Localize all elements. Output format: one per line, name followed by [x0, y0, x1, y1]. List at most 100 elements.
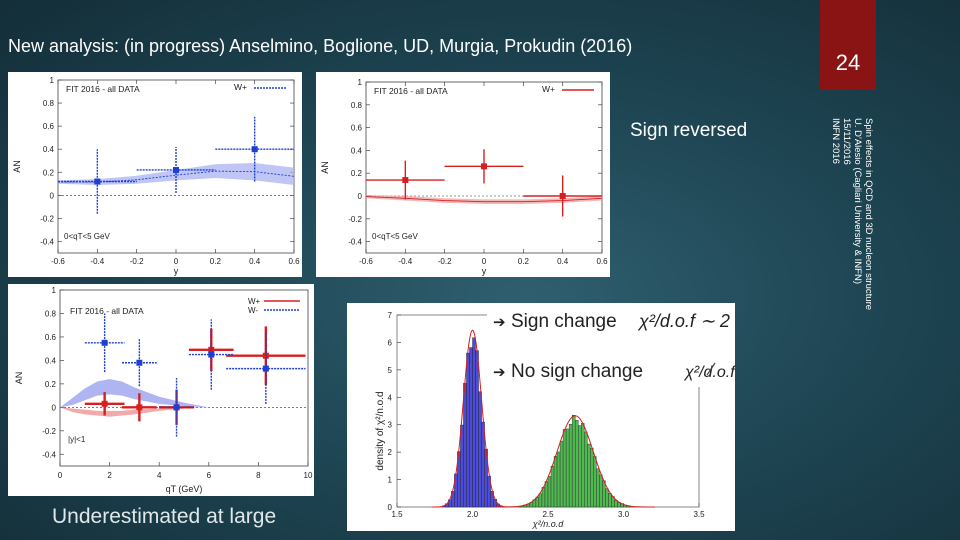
x-tick-label: -0.6	[359, 257, 373, 266]
y-tick-label: 5	[388, 366, 393, 375]
x-tick-label: 8	[256, 471, 261, 480]
y-tick-label: 4	[388, 393, 393, 402]
x-tick-label: 1.5	[391, 510, 403, 519]
y-tick-label: 0	[388, 503, 393, 512]
y-tick-label: 0.8	[43, 99, 55, 108]
gaussian-fit	[431, 329, 514, 508]
arrow-icon: ➔	[493, 364, 506, 381]
slide-title: New analysis: (in progress) Anselmino, B…	[8, 36, 633, 56]
y-tick-label: -0.2	[42, 427, 56, 436]
y-tick-label: -0.2	[348, 215, 362, 224]
x-tick-label: 6	[207, 471, 212, 480]
x-tick-label: 0.6	[596, 257, 608, 266]
y-tick-label: 1	[358, 78, 363, 87]
data-point	[159, 378, 194, 437]
side-note-line-3: 15/11/2016	[841, 118, 852, 165]
y-tick-label: 0.8	[45, 309, 57, 318]
slide-number-tab: 24	[820, 0, 876, 90]
legend-label: W+	[234, 82, 247, 92]
y-tick-label: 0	[52, 403, 57, 412]
x-tick-label: 3.0	[618, 510, 630, 519]
y-axis-label: AN	[320, 161, 330, 174]
plot-top-right: -0.4 -0.2 0 0.2 0.4 0.6 0.8 1 -0.6 -0.4 -0.2 0 0.2 0.…	[316, 72, 610, 277]
x-tick-label: 2	[107, 471, 112, 480]
y-tick-label: 0.2	[45, 380, 57, 389]
x-tick-label: 2.5	[542, 510, 554, 519]
y-tick-label: 0.6	[43, 122, 55, 131]
y-tick-label: 0.6	[351, 124, 363, 133]
plot-title: FIT 2016 - all DATA	[374, 86, 448, 96]
y-axis-label: AN	[14, 372, 24, 385]
data-point	[226, 333, 306, 404]
slide-number: 24	[835, 50, 861, 75]
y-tick-label: 1	[388, 476, 393, 485]
pointer-line	[706, 362, 716, 376]
y-tick-label: 2	[388, 448, 393, 457]
legend-label: W+	[248, 297, 261, 306]
x-axis-label: y	[482, 266, 487, 276]
plot-title: FIT 2016 - all DATA	[66, 84, 140, 94]
plot-title: FIT 2016 - all DATA	[70, 306, 144, 316]
y-tick-label: -0.4	[42, 450, 56, 459]
arrow-icon: ➔	[493, 314, 506, 331]
data-point	[58, 149, 137, 214]
data-point	[188, 319, 234, 390]
plot-bottom-right: 0 1 2 3 4 5 6 7 1.5 2.0 2.5 3.0 3.5 χ²/n.o.d density o…	[347, 303, 735, 531]
x-tick-label: -0.6	[51, 257, 65, 266]
x-tick-label: 0.4	[249, 257, 261, 266]
x-tick-label: 0.2	[210, 257, 222, 266]
cut-label: |y|<1	[68, 435, 86, 444]
data-point	[215, 116, 294, 182]
y-tick-label: 0	[50, 191, 55, 200]
x-tick-label: -0.4	[398, 257, 412, 266]
x-tick-label: 4	[157, 471, 162, 480]
data-point	[136, 146, 216, 194]
side-note: Spin effects in QCD and 3D nucleon struc…	[818, 118, 878, 348]
x-tick-label: 0.4	[557, 257, 569, 266]
legend-label: W-	[248, 306, 258, 315]
y-tick-label: 0.4	[45, 356, 57, 365]
y-tick-label: 0	[358, 192, 363, 201]
data-point	[122, 339, 157, 387]
annotation-formula: χ²/d.o.f ∼ 2	[637, 311, 730, 331]
side-note-line-1: Spin effects in QCD and 3D nucleon struc…	[863, 118, 874, 311]
y-tick-label: 3	[388, 421, 393, 430]
data-point	[444, 149, 524, 184]
x-tick-label: 0	[482, 257, 487, 266]
y-tick-label: -0.2	[40, 214, 54, 223]
data-point	[122, 393, 157, 422]
y-axis-label: AN	[12, 160, 22, 173]
y-axis-label: density of χ²/n.o.d	[375, 391, 386, 470]
error-band	[60, 379, 209, 408]
y-tick-label: -0.4	[40, 237, 54, 246]
data-point	[366, 160, 445, 200]
x-tick-label: 0.2	[518, 257, 530, 266]
x-tick-label: 2.0	[467, 510, 479, 519]
y-tick-label: 0.8	[351, 101, 363, 110]
plot-frame	[59, 289, 309, 467]
x-tick-label: -0.2	[130, 257, 144, 266]
error-band	[366, 194, 602, 204]
underestimated-label: Underestimated at large	[52, 505, 277, 528]
y-tick-label: 0.2	[351, 169, 363, 178]
y-tick-label: 0.4	[43, 145, 55, 154]
gaussian-fit	[493, 415, 655, 508]
x-tick-label: -0.2	[438, 257, 452, 266]
data-point	[84, 313, 125, 373]
plot-bottom-left: -0.4 -0.2 0 0.2 0.4 0.6 0.8 1 0 2 4 6 8 10 FIT 2016 - …	[8, 284, 314, 496]
x-axis-label: qT (GeV)	[166, 484, 203, 494]
error-band	[60, 407, 209, 417]
side-note-line-2: U. D'Alesio (Cagliari University & INFN)	[852, 118, 863, 284]
y-tick-label: 1	[50, 76, 55, 85]
cut-label: 0<qT<5 GeV	[64, 232, 110, 241]
annotation-label: No sign change	[511, 361, 643, 382]
y-tick-label: 0.6	[45, 333, 57, 342]
legend-label: W+	[542, 84, 555, 94]
x-tick-label: 0.6	[288, 257, 300, 266]
x-tick-label: -0.4	[90, 257, 104, 266]
y-tick-label: -0.4	[348, 238, 362, 247]
x-axis-label: χ²/n.o.d	[532, 519, 564, 529]
annotation-box	[487, 303, 735, 387]
y-tick-label: 7	[388, 311, 393, 320]
histogram-sign-change	[442, 337, 503, 508]
